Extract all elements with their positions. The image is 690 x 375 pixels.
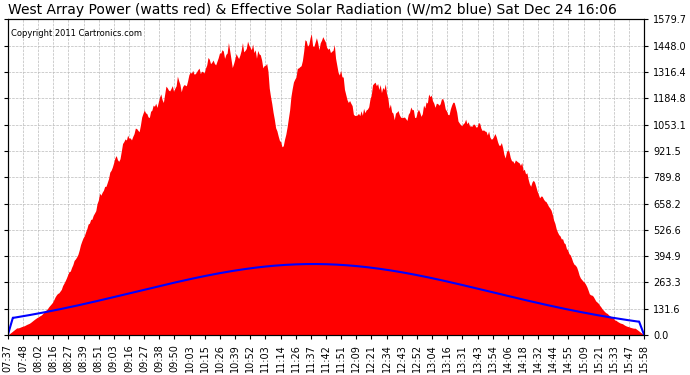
Text: West Array Power (watts red) & Effective Solar Radiation (W/m2 blue) Sat Dec 24 : West Array Power (watts red) & Effective…	[8, 3, 617, 17]
Text: Copyright 2011 Cartronics.com: Copyright 2011 Cartronics.com	[11, 29, 142, 38]
